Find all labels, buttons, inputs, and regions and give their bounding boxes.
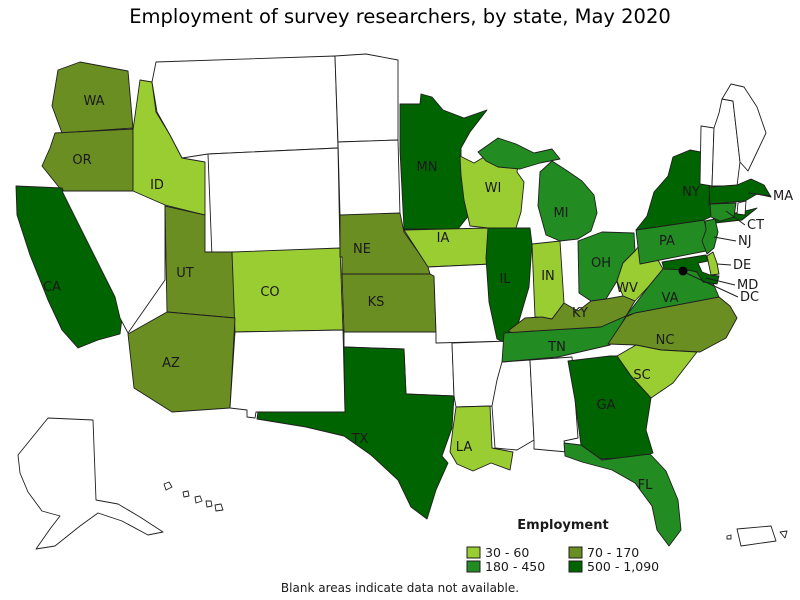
state-label-OH: OH (591, 256, 611, 271)
state-NV[interactable] (61, 190, 166, 334)
state-DE[interactable] (706, 251, 720, 276)
state-label-GA: GA (597, 398, 616, 413)
state-label-MA: MA (773, 189, 793, 204)
state-CT[interactable] (709, 202, 737, 222)
state-label-CA: CA (43, 280, 61, 295)
legend-swatch-180-450 (466, 560, 481, 573)
state-label-SC: SC (633, 368, 650, 383)
state-TX[interactable] (256, 346, 455, 520)
state-label-TN: TN (547, 340, 566, 355)
state-FL[interactable] (563, 442, 682, 547)
state-ME[interactable] (721, 83, 767, 172)
state-HI[interactable] (214, 503, 224, 512)
state-AK[interactable] (17, 417, 164, 550)
state-label-TX: TX (351, 432, 369, 447)
state-label-KS: KS (368, 295, 385, 310)
states-layer (15, 53, 788, 550)
state-HI[interactable] (182, 490, 190, 498)
state-MT[interactable] (151, 55, 339, 159)
leader-line-MD (705, 277, 736, 286)
state-label-NJ: NJ (738, 234, 752, 249)
state-CO[interactable] (231, 247, 344, 333)
state-LA[interactable] (449, 405, 514, 472)
state-label-IA: IA (437, 231, 450, 246)
legend: Employment 30 - 60 70 - 170 180 - 450 50… (466, 518, 659, 574)
state-label-NY: NY (682, 185, 700, 200)
state-label-FL: FL (638, 478, 653, 493)
legend-swatch-70-170 (568, 546, 583, 559)
state-label-AZ: AZ (162, 356, 180, 371)
state-MI[interactable] (477, 137, 561, 170)
state-HI[interactable] (205, 500, 213, 508)
state-HI[interactable] (194, 495, 203, 504)
legend-label-70-170: 70 - 170 (587, 545, 639, 560)
state-label-PA: PA (659, 234, 675, 249)
state-label-IL: IL (499, 272, 511, 287)
state-HI[interactable] (163, 481, 173, 491)
state-DC-marker[interactable] (678, 266, 688, 276)
state-label-MD: MD (737, 278, 758, 293)
state-label-CT: CT (747, 218, 764, 233)
state-label-UT: UT (176, 266, 194, 281)
state-SD[interactable] (337, 139, 401, 216)
state-MA[interactable] (708, 178, 772, 205)
state-label-NC: NC (656, 333, 675, 348)
state-PR[interactable] (736, 525, 777, 547)
state-label-OR: OR (72, 153, 91, 168)
legend-swatch-30-60 (466, 546, 481, 559)
state-label-LA: LA (456, 440, 473, 455)
state-NM[interactable] (229, 329, 346, 419)
state-label-IN: IN (541, 269, 555, 284)
state-KS[interactable] (341, 273, 437, 333)
state-NJ[interactable] (701, 218, 719, 255)
state-WY[interactable] (207, 147, 341, 258)
map-footnote: Blank areas indicate data not available. (281, 581, 519, 595)
state-label-KY: KY (572, 306, 588, 321)
leader-line-DC (685, 272, 739, 298)
state-PR[interactable] (726, 534, 732, 540)
state-label-MI: MI (553, 206, 568, 221)
leader-line-MA (747, 192, 772, 197)
state-label-CO: CO (260, 285, 279, 300)
state-label-WA: WA (83, 94, 104, 109)
state-ND[interactable] (334, 53, 399, 143)
labels-layer: WA OR CA ID UT CO AZ NE KS TX MN IA LA WI IL IN MI OH WV KY… (43, 94, 793, 493)
state-label-ID: ID (150, 178, 164, 193)
legend-swatch-500-1090 (568, 560, 583, 573)
state-label-DC: DC (740, 290, 759, 305)
state-label-WV: WV (616, 281, 638, 296)
page-title: Employment of survey researchers, by sta… (129, 5, 671, 28)
legend-title: Employment (517, 518, 608, 533)
legend-label-500-1090: 500 - 1,090 (587, 559, 659, 574)
legend-label-30-60: 30 - 60 (485, 545, 529, 560)
state-MI[interactable] (537, 160, 598, 242)
leader-line-CT (725, 210, 746, 226)
state-label-VA: VA (662, 291, 679, 306)
state-label-WI: WI (485, 181, 502, 196)
state-MD[interactable] (661, 254, 720, 285)
state-AZ[interactable] (127, 311, 236, 413)
legend-label-180-450: 180 - 450 (485, 559, 545, 574)
state-label-MN: MN (417, 160, 438, 175)
state-label-DE: DE (733, 258, 751, 273)
state-GA[interactable] (567, 355, 654, 460)
leader-line-NJ (713, 236, 737, 242)
state-PR[interactable] (779, 530, 788, 539)
state-label-NE: NE (353, 242, 371, 257)
leader-line-DE (716, 263, 732, 266)
state-RI[interactable] (736, 200, 747, 216)
